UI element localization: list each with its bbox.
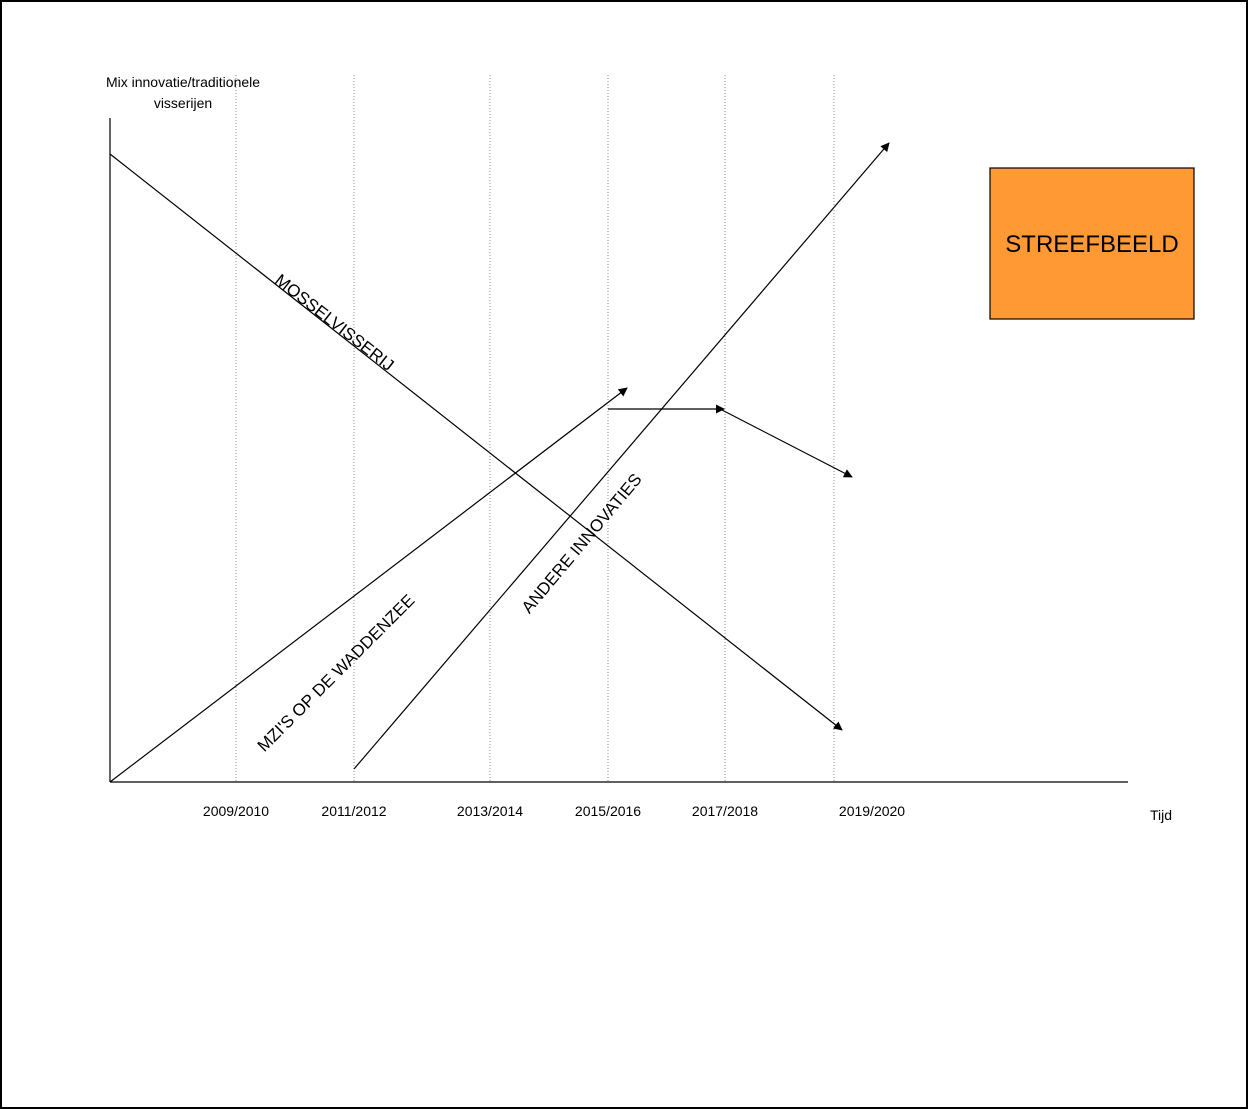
- tick-label: 2015/2016: [575, 803, 641, 819]
- other-innovations-label: ANDERE INNOVATIES: [518, 470, 646, 617]
- goal-box: [989, 167, 1195, 320]
- other-innovations-line: [353, 142, 890, 770]
- goal-box-label: STREEFBEELD: [1005, 231, 1178, 258]
- mzi-waddenzee-label: MZI'S OP DE WADDENZEE: [254, 591, 419, 756]
- x-axis-label: Tijd: [1150, 807, 1172, 823]
- y-axis-label-line2: visserijen: [154, 95, 212, 111]
- tick-label: 2009/2010: [203, 803, 269, 819]
- mussel-fishery-line: [109, 153, 843, 731]
- mzi-decline-arrow: [721, 409, 853, 478]
- tick-label: 2013/2014: [457, 803, 523, 819]
- mzi-line: [109, 387, 628, 783]
- y-axis-label-line1: Mix innovatie/traditionele: [106, 74, 260, 90]
- tick-label: 2017/2018: [692, 803, 758, 819]
- tick-label: 2011/2012: [321, 803, 386, 819]
- tick-label: 2019/2020: [839, 803, 905, 819]
- time-gridlines: [235, 75, 835, 782]
- mussel-fishery-label: MOSSELVISSERIJ: [271, 270, 397, 374]
